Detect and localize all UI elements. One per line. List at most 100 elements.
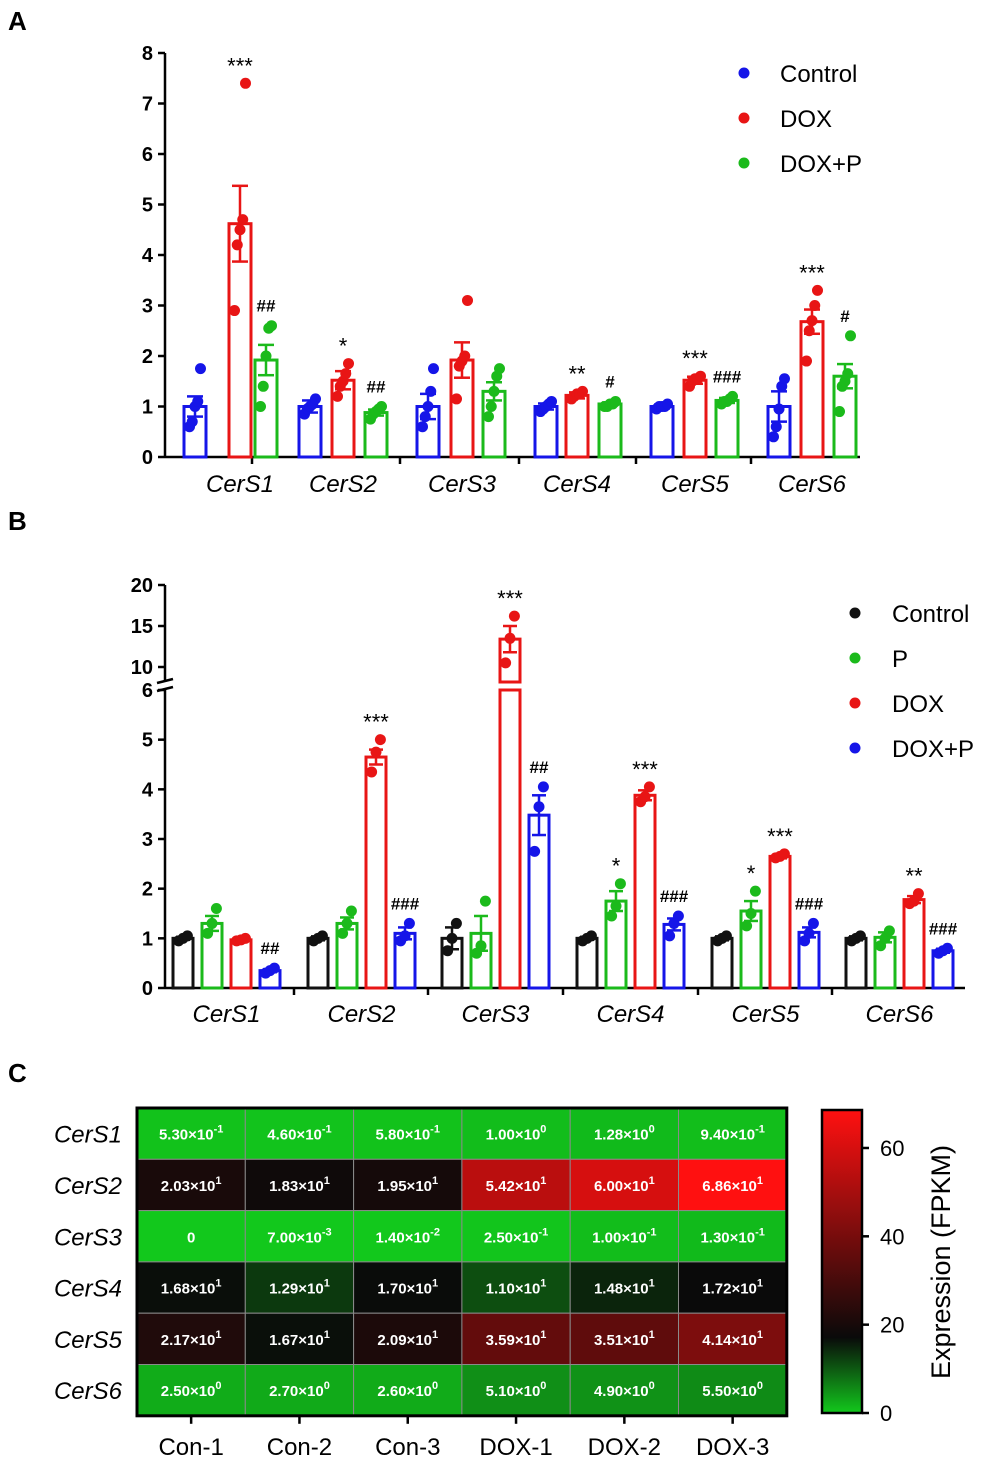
bar-control-cers3 bbox=[415, 363, 441, 459]
cell-value-mantissa: 2.09×10 bbox=[377, 1332, 432, 1349]
bar-outline bbox=[306, 936, 330, 990]
cell-value-mantissa: 2.17×10 bbox=[161, 1332, 216, 1349]
data-point bbox=[639, 791, 651, 803]
data-point bbox=[883, 925, 895, 937]
data-point bbox=[192, 395, 204, 407]
data-point bbox=[462, 294, 473, 306]
data-point bbox=[422, 401, 434, 412]
heatmap-cell bbox=[244, 1364, 355, 1417]
x-tick-label-1: CerS2 bbox=[327, 1001, 395, 1028]
data-point bbox=[546, 395, 557, 407]
heatmap-cell bbox=[136, 1261, 246, 1314]
data-point bbox=[614, 878, 626, 890]
bar-outline bbox=[649, 405, 675, 459]
data-point bbox=[720, 930, 732, 942]
bar-outline bbox=[799, 320, 825, 459]
x-tick-label-4: CerS5 bbox=[731, 1001, 800, 1028]
cell-value-mantissa: 4.14×10 bbox=[702, 1332, 757, 1349]
data-point bbox=[773, 403, 785, 415]
y-tick-label-lower-2: 2 bbox=[142, 879, 153, 901]
cell-label: 2.03×101 bbox=[161, 1175, 222, 1195]
bar-outline bbox=[844, 936, 868, 990]
bar-outline bbox=[229, 938, 253, 990]
data-point bbox=[257, 380, 269, 392]
cell-value-exponent: 1 bbox=[324, 1175, 330, 1187]
bar-dox+p-cers6 bbox=[832, 330, 858, 459]
data-point bbox=[266, 320, 277, 332]
data-point bbox=[779, 373, 790, 385]
cell-value-mantissa: 1.29×10 bbox=[269, 1281, 324, 1298]
legend-marker-control bbox=[738, 67, 750, 79]
data-point bbox=[610, 900, 622, 912]
row-label-1: CerS2 bbox=[54, 1173, 122, 1200]
data-point bbox=[803, 325, 815, 337]
cell-value-exponent: 0 bbox=[540, 1380, 546, 1392]
significance-mark: *** bbox=[799, 260, 825, 285]
data-point bbox=[803, 927, 815, 939]
significance-mark: * bbox=[747, 861, 756, 886]
bar-dox-cers1 bbox=[227, 77, 253, 459]
panel-label-b: B bbox=[8, 506, 27, 536]
heatmap-cell bbox=[678, 1364, 788, 1417]
data-point bbox=[695, 370, 706, 382]
x-tick-label-0: CerS1 bbox=[206, 471, 274, 498]
cell-value-mantissa: 4.60×10 bbox=[267, 1127, 322, 1144]
cell-label: 9.40×10-1 bbox=[700, 1124, 764, 1144]
bar-control-cers6 bbox=[766, 373, 792, 459]
bar-outline bbox=[564, 393, 590, 459]
bar-outline bbox=[768, 854, 792, 990]
significance-mark: ** bbox=[568, 361, 586, 386]
cell-label: 6.00×101 bbox=[594, 1175, 655, 1195]
heatmap-cell bbox=[136, 1107, 246, 1160]
cell-label: 4.90×100 bbox=[594, 1380, 655, 1400]
cell-value-exponent: 1 bbox=[432, 1278, 438, 1290]
y-tick-label-lower-0: 0 bbox=[142, 978, 153, 1000]
column-label-1: Con-2 bbox=[267, 1434, 332, 1461]
cell-label: 1.67×101 bbox=[269, 1329, 330, 1349]
cell-label: 6.86×101 bbox=[702, 1175, 763, 1195]
cell-label: 1.48×101 bbox=[594, 1278, 655, 1298]
cell-value-exponent: 0 bbox=[432, 1380, 438, 1392]
panel-label-a: A bbox=[8, 6, 27, 36]
bar-dox-cers2 bbox=[364, 734, 388, 990]
cell-value-exponent: 1 bbox=[757, 1278, 763, 1290]
data-point bbox=[662, 398, 673, 410]
data-point bbox=[812, 284, 823, 296]
data-point bbox=[206, 917, 218, 929]
bar-control-cers2 bbox=[297, 393, 323, 459]
colorbar-tick-label-0: 0 bbox=[880, 1401, 892, 1426]
data-point bbox=[533, 801, 545, 813]
bar-dox+p-cers3 bbox=[527, 781, 551, 990]
data-point bbox=[770, 421, 782, 433]
data-point bbox=[345, 905, 357, 917]
significance-mark: ## bbox=[367, 378, 386, 397]
cell-label: 2.17×101 bbox=[161, 1329, 222, 1349]
significance-mark: *** bbox=[227, 53, 253, 78]
bar-outline-lower bbox=[498, 688, 522, 990]
cell-value-mantissa: 4.90×10 bbox=[594, 1383, 649, 1400]
heatmap-cell bbox=[461, 1364, 571, 1417]
cell-label: 5.42×101 bbox=[486, 1175, 547, 1195]
data-point bbox=[494, 363, 505, 375]
bar-dox-cers4 bbox=[564, 385, 590, 459]
bar-p-cers1 bbox=[200, 903, 224, 990]
cell-value-mantissa: 1.70×10 bbox=[377, 1281, 432, 1298]
cell-label: 1.00×100 bbox=[486, 1124, 547, 1144]
column-label-2: Con-3 bbox=[375, 1434, 440, 1461]
bar-dox-cers3 bbox=[449, 294, 475, 459]
data-point bbox=[807, 917, 819, 929]
bar-dox-cers5 bbox=[682, 370, 708, 459]
colorbar-tick-label-3: 60 bbox=[880, 1136, 904, 1161]
cell-value-exponent: 1 bbox=[432, 1329, 438, 1341]
data-point bbox=[181, 930, 193, 942]
column-label-3: DOX-1 bbox=[479, 1434, 552, 1461]
cell-label: 3.59×101 bbox=[486, 1329, 547, 1349]
data-point bbox=[504, 632, 516, 644]
column-label-0: Con-1 bbox=[158, 1434, 223, 1461]
data-point bbox=[419, 411, 431, 423]
cell-label: 2.50×100 bbox=[161, 1380, 222, 1400]
bar-p-cers4 bbox=[604, 878, 628, 990]
cell-value-mantissa: 5.10×10 bbox=[486, 1383, 541, 1400]
cell-value-exponent: 0 bbox=[649, 1124, 655, 1136]
significance-mark: ### bbox=[660, 887, 689, 906]
